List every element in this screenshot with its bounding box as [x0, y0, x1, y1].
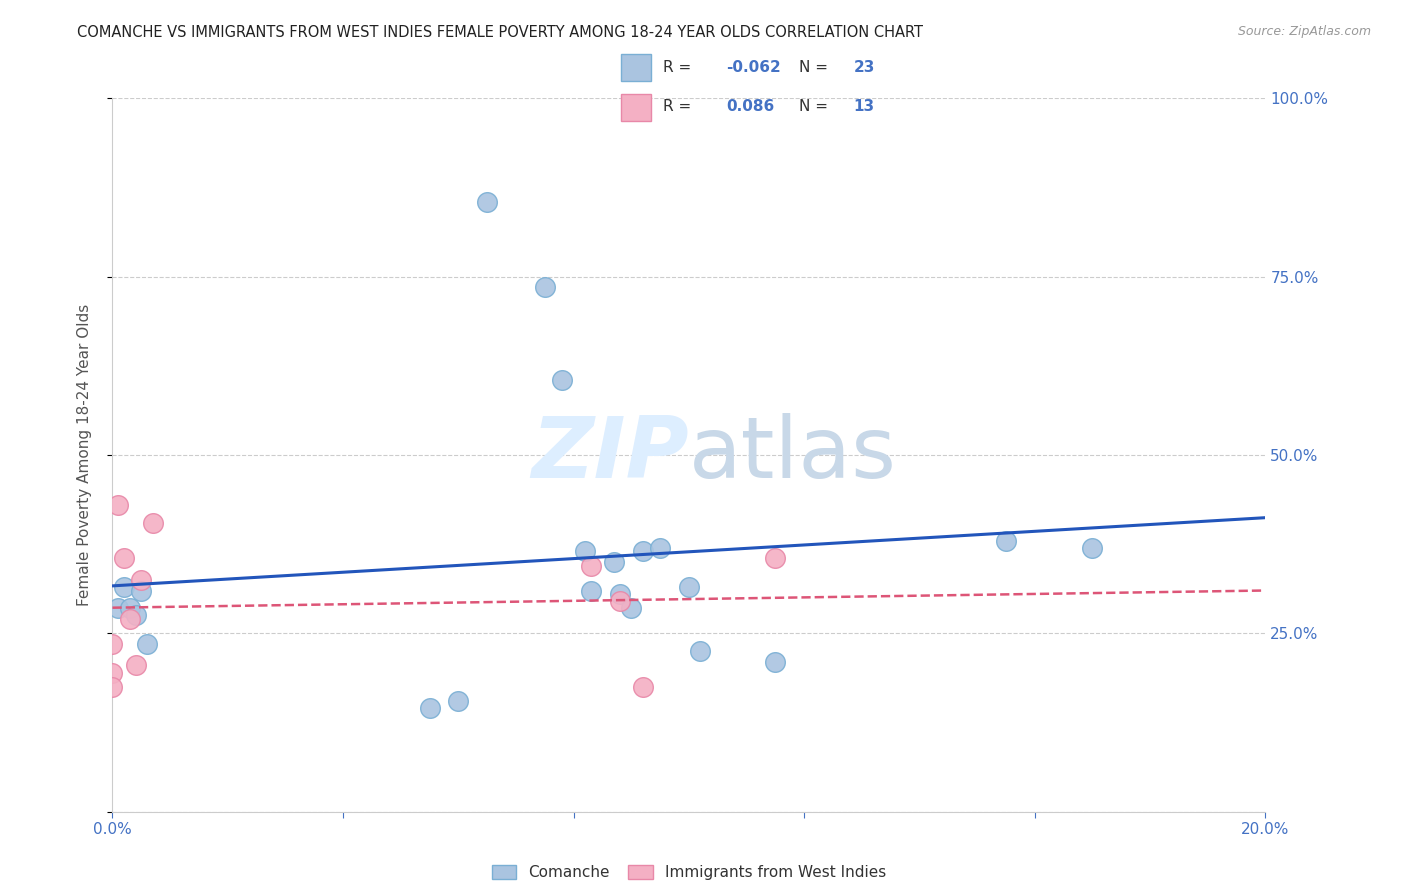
Point: [603, 555, 626, 569]
Point: [118, 601, 141, 615]
Point: [995, 533, 1018, 548]
Text: -0.062: -0.062: [727, 60, 782, 75]
Point: [765, 655, 787, 669]
Text: ZIP: ZIP: [531, 413, 689, 497]
Point: [631, 680, 654, 694]
Point: [678, 580, 700, 594]
Point: [475, 194, 498, 209]
Point: [419, 701, 441, 715]
Point: [101, 680, 124, 694]
Point: [620, 601, 643, 615]
Point: [447, 694, 470, 708]
Point: [107, 601, 129, 615]
Text: Source: ZipAtlas.com: Source: ZipAtlas.com: [1237, 25, 1371, 38]
Text: 0.086: 0.086: [727, 99, 775, 114]
Point: [574, 544, 596, 558]
Y-axis label: Female Poverty Among 18-24 Year Olds: Female Poverty Among 18-24 Year Olds: [77, 304, 91, 606]
Point: [551, 373, 574, 387]
Point: [101, 665, 124, 680]
Point: [107, 498, 129, 512]
Point: [1081, 541, 1104, 555]
Point: [533, 280, 555, 294]
Point: [136, 637, 159, 651]
FancyBboxPatch shape: [620, 54, 651, 81]
Text: R =: R =: [664, 99, 692, 114]
Point: [579, 583, 602, 598]
Point: [609, 587, 631, 601]
Point: [648, 541, 672, 555]
Point: [609, 594, 631, 608]
Point: [112, 551, 135, 566]
Point: [124, 658, 146, 673]
Point: [129, 583, 153, 598]
Point: [142, 516, 165, 530]
Text: N =: N =: [799, 60, 828, 75]
Text: COMANCHE VS IMMIGRANTS FROM WEST INDIES FEMALE POVERTY AMONG 18-24 YEAR OLDS COR: COMANCHE VS IMMIGRANTS FROM WEST INDIES …: [77, 25, 924, 40]
Point: [129, 573, 153, 587]
Text: atlas: atlas: [689, 413, 897, 497]
Point: [631, 544, 654, 558]
Point: [689, 644, 711, 658]
Legend: Comanche, Immigrants from West Indies: Comanche, Immigrants from West Indies: [485, 859, 893, 886]
Point: [124, 608, 146, 623]
Point: [118, 612, 141, 626]
Text: N =: N =: [799, 99, 828, 114]
Text: 23: 23: [853, 60, 875, 75]
FancyBboxPatch shape: [620, 94, 651, 120]
Text: R =: R =: [664, 60, 692, 75]
Point: [579, 558, 602, 573]
Text: 13: 13: [853, 99, 875, 114]
Point: [101, 637, 124, 651]
Point: [112, 580, 135, 594]
Point: [765, 551, 787, 566]
